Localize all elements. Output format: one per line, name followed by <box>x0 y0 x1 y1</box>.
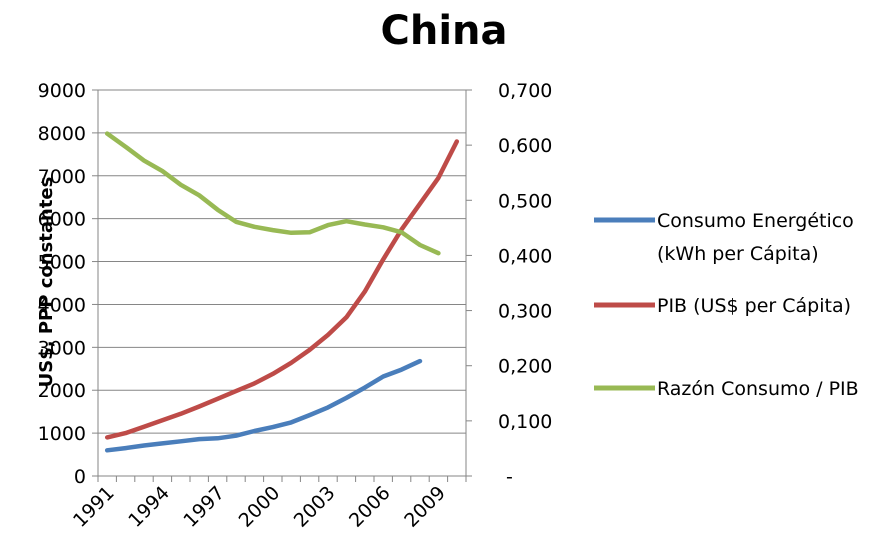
x-tick-label: 2009 <box>400 482 450 532</box>
y-tick-label: 5000 <box>38 252 86 274</box>
y-tick-label: 7000 <box>38 166 86 188</box>
y2-tick-label: 0,700 <box>498 80 552 102</box>
x-tick-label: 1997 <box>179 482 229 532</box>
y2-tick-label: 0,400 <box>498 245 552 267</box>
y-tick-label: 6000 <box>38 209 86 231</box>
y-tick-label: 4000 <box>38 294 86 316</box>
legend-label: Razón Consumo / PIB <box>657 378 859 400</box>
x-tick-label: 2003 <box>290 482 340 532</box>
series-line <box>104 131 441 256</box>
x-tick-label: 2000 <box>235 482 285 532</box>
legend: Consumo Energético (kWh per Cápita) PIB (U… <box>594 210 859 400</box>
y-tick-label: 1000 <box>38 423 86 445</box>
y2-tick-label: 0,200 <box>498 356 552 378</box>
y-axis-label: US$, PPP constantes <box>36 177 57 388</box>
axes <box>92 89 472 482</box>
y2-tick-label: 0,500 <box>498 190 552 212</box>
y-tick-label: 2000 <box>38 380 86 402</box>
series-lines <box>104 131 460 453</box>
legend-label: (kWh per Cápita) <box>657 243 819 265</box>
y2-tick-label: - <box>506 466 513 488</box>
legend-label: Consumo Energético <box>657 210 854 232</box>
y2-tick-label: 0,100 <box>498 411 552 433</box>
y-tick-label: 9000 <box>38 80 86 102</box>
y-tick-label: 8000 <box>38 123 86 145</box>
y2-tick-label: 0,300 <box>498 301 552 323</box>
x-tick-label: 1991 <box>69 482 119 532</box>
x-tick-label: 1994 <box>124 482 174 532</box>
y2-tick-label: 0,600 <box>498 135 552 157</box>
tick-labels: 0 1000 2000 3000 4000 5000 6000 7000 8000 9000 - 0,… <box>38 80 553 532</box>
series-line <box>104 358 423 453</box>
series-line <box>104 139 460 440</box>
gridlines <box>98 89 466 434</box>
chart-title: China <box>380 8 507 54</box>
y-tick-label: 0 <box>74 466 86 488</box>
y-tick-label: 3000 <box>38 337 86 359</box>
x-tick-label: 2006 <box>345 482 395 532</box>
legend-label: PIB (US$ per Cápita) <box>657 295 851 317</box>
